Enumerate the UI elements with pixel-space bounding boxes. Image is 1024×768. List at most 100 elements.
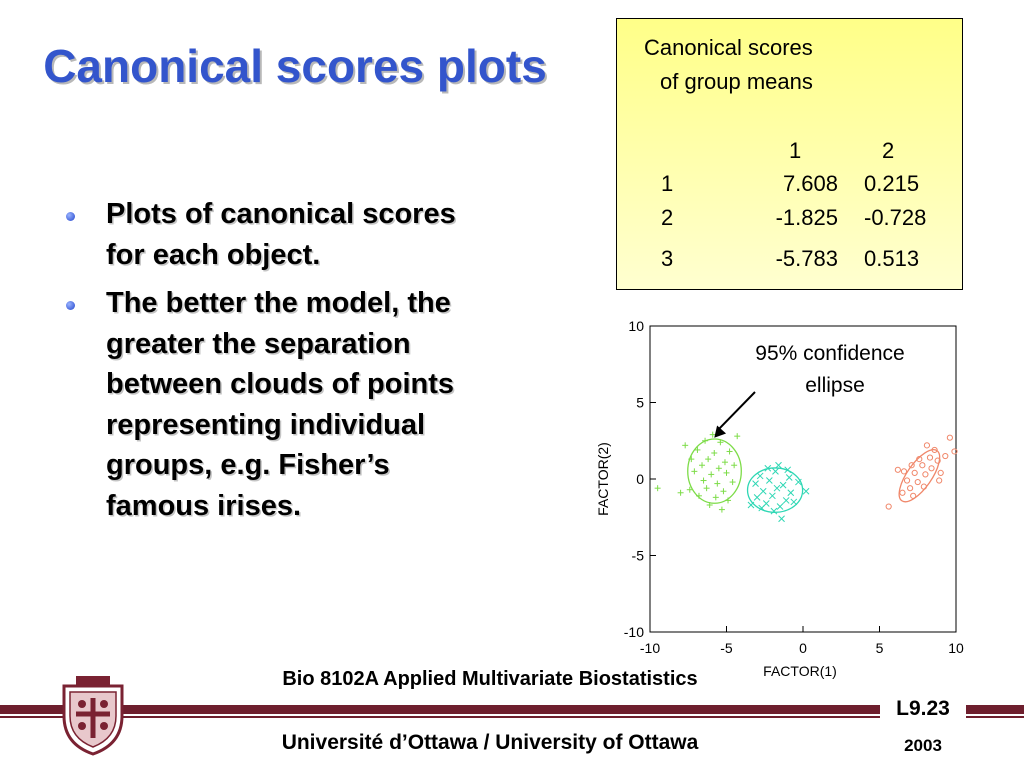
footer-course-title: Bio 8102A Applied Multivariate Biostatis… xyxy=(282,668,698,690)
data-point xyxy=(703,485,710,492)
data-point xyxy=(759,487,767,495)
data-point xyxy=(778,515,785,523)
bullet-list: Plots of canonical scores for each objec… xyxy=(60,194,500,534)
data-point-stroke xyxy=(770,507,778,515)
group-means-table: Canonical scores of group means 1 2 1 7.… xyxy=(616,18,963,290)
data-point-stroke xyxy=(790,498,798,506)
data-point xyxy=(702,437,709,444)
data-point xyxy=(903,477,911,484)
annotation-arrow-line xyxy=(717,391,756,431)
y-tick-label: 5 xyxy=(636,395,644,411)
table-cell: 0.215 xyxy=(864,171,920,196)
table-column-header: 1 xyxy=(789,138,802,163)
bullet-item: The better the model, the greater the se… xyxy=(60,283,500,526)
data-point-stroke xyxy=(776,503,784,510)
data-point xyxy=(720,488,727,495)
data-point xyxy=(785,474,793,481)
data-point xyxy=(776,503,784,510)
table-title-line2: of group means xyxy=(660,69,813,94)
data-point xyxy=(709,431,716,438)
data-point xyxy=(686,486,693,493)
footer-divider xyxy=(0,705,1024,714)
data-point-stroke xyxy=(785,474,793,481)
data-point xyxy=(699,462,706,469)
x-tick-label: -10 xyxy=(640,640,660,656)
bullet-dot-icon xyxy=(66,212,75,221)
data-point xyxy=(734,433,741,440)
x-tick-label: 10 xyxy=(948,640,964,656)
data-point xyxy=(779,481,787,489)
plot-frame xyxy=(649,325,957,633)
data-point xyxy=(922,471,929,478)
data-point xyxy=(700,477,707,484)
data-point-stroke xyxy=(778,515,785,523)
data-point xyxy=(764,464,772,472)
confidence-ellipse xyxy=(898,449,941,503)
data-point xyxy=(787,489,795,497)
data-point xyxy=(715,465,722,472)
data-point-stroke xyxy=(802,487,810,495)
data-point xyxy=(770,507,778,515)
data-point xyxy=(795,478,802,486)
data-point xyxy=(951,448,958,455)
table-row-label: 2 xyxy=(661,205,674,230)
data-point xyxy=(936,477,943,484)
data-point-stroke xyxy=(758,504,766,512)
data-point xyxy=(926,454,934,461)
table-cell: -0.728 xyxy=(864,205,927,230)
x-axis-label: FACTOR(1) xyxy=(763,663,837,679)
data-point xyxy=(923,442,931,449)
footer-divider-thin xyxy=(0,716,1024,718)
footer-year: 2003 xyxy=(904,736,942,755)
data-point xyxy=(729,479,736,486)
data-point xyxy=(914,478,921,486)
y-tick-label: -10 xyxy=(624,624,644,640)
data-point xyxy=(714,480,721,487)
data-point-stroke xyxy=(769,492,776,500)
data-point xyxy=(931,446,938,454)
data-point xyxy=(899,489,906,496)
data-point xyxy=(900,468,908,475)
page-number: L9.23 xyxy=(880,692,966,726)
data-point xyxy=(769,492,776,500)
data-point xyxy=(773,484,781,492)
data-point xyxy=(711,449,718,456)
data-point xyxy=(752,480,759,487)
university-crest-icon xyxy=(62,676,124,756)
confidence-ellipse xyxy=(687,438,742,504)
data-point xyxy=(934,457,941,464)
data-point xyxy=(919,462,926,469)
data-point xyxy=(908,462,915,469)
data-point xyxy=(723,469,730,476)
data-point xyxy=(758,504,766,512)
data-point xyxy=(688,456,695,463)
data-point xyxy=(747,501,755,509)
data-point-stroke xyxy=(782,497,790,504)
data-point xyxy=(682,442,689,449)
data-point xyxy=(911,469,918,476)
data-point-stroke xyxy=(775,461,782,469)
table-title-line1: Canonical scores xyxy=(644,35,813,60)
data-point xyxy=(695,492,702,499)
data-point-stroke xyxy=(765,477,773,484)
table-cell: -5.783 xyxy=(775,246,838,271)
data-point xyxy=(691,468,698,475)
data-point-stroke xyxy=(773,484,781,492)
data-point-stroke xyxy=(784,466,792,474)
data-point-stroke xyxy=(753,494,761,501)
annotation-line1: 95% confidence xyxy=(755,342,904,365)
table-row-label: 3 xyxy=(661,246,674,271)
y-tick-label: -5 xyxy=(632,548,645,564)
bullet-item: Plots of canonical scores for each objec… xyxy=(60,194,500,275)
data-point-stroke xyxy=(752,480,759,487)
table-cell: -1.825 xyxy=(775,205,838,230)
bullet-text: Plots of canonical scores for each objec… xyxy=(106,198,456,271)
data-point xyxy=(772,467,779,475)
data-point-stroke xyxy=(764,464,772,472)
data-point xyxy=(928,465,935,472)
footer-university: Université d’Ottawa / University of Otta… xyxy=(281,731,699,754)
data-point xyxy=(946,434,953,441)
data-point-stroke xyxy=(779,481,787,489)
data-point xyxy=(916,456,923,463)
